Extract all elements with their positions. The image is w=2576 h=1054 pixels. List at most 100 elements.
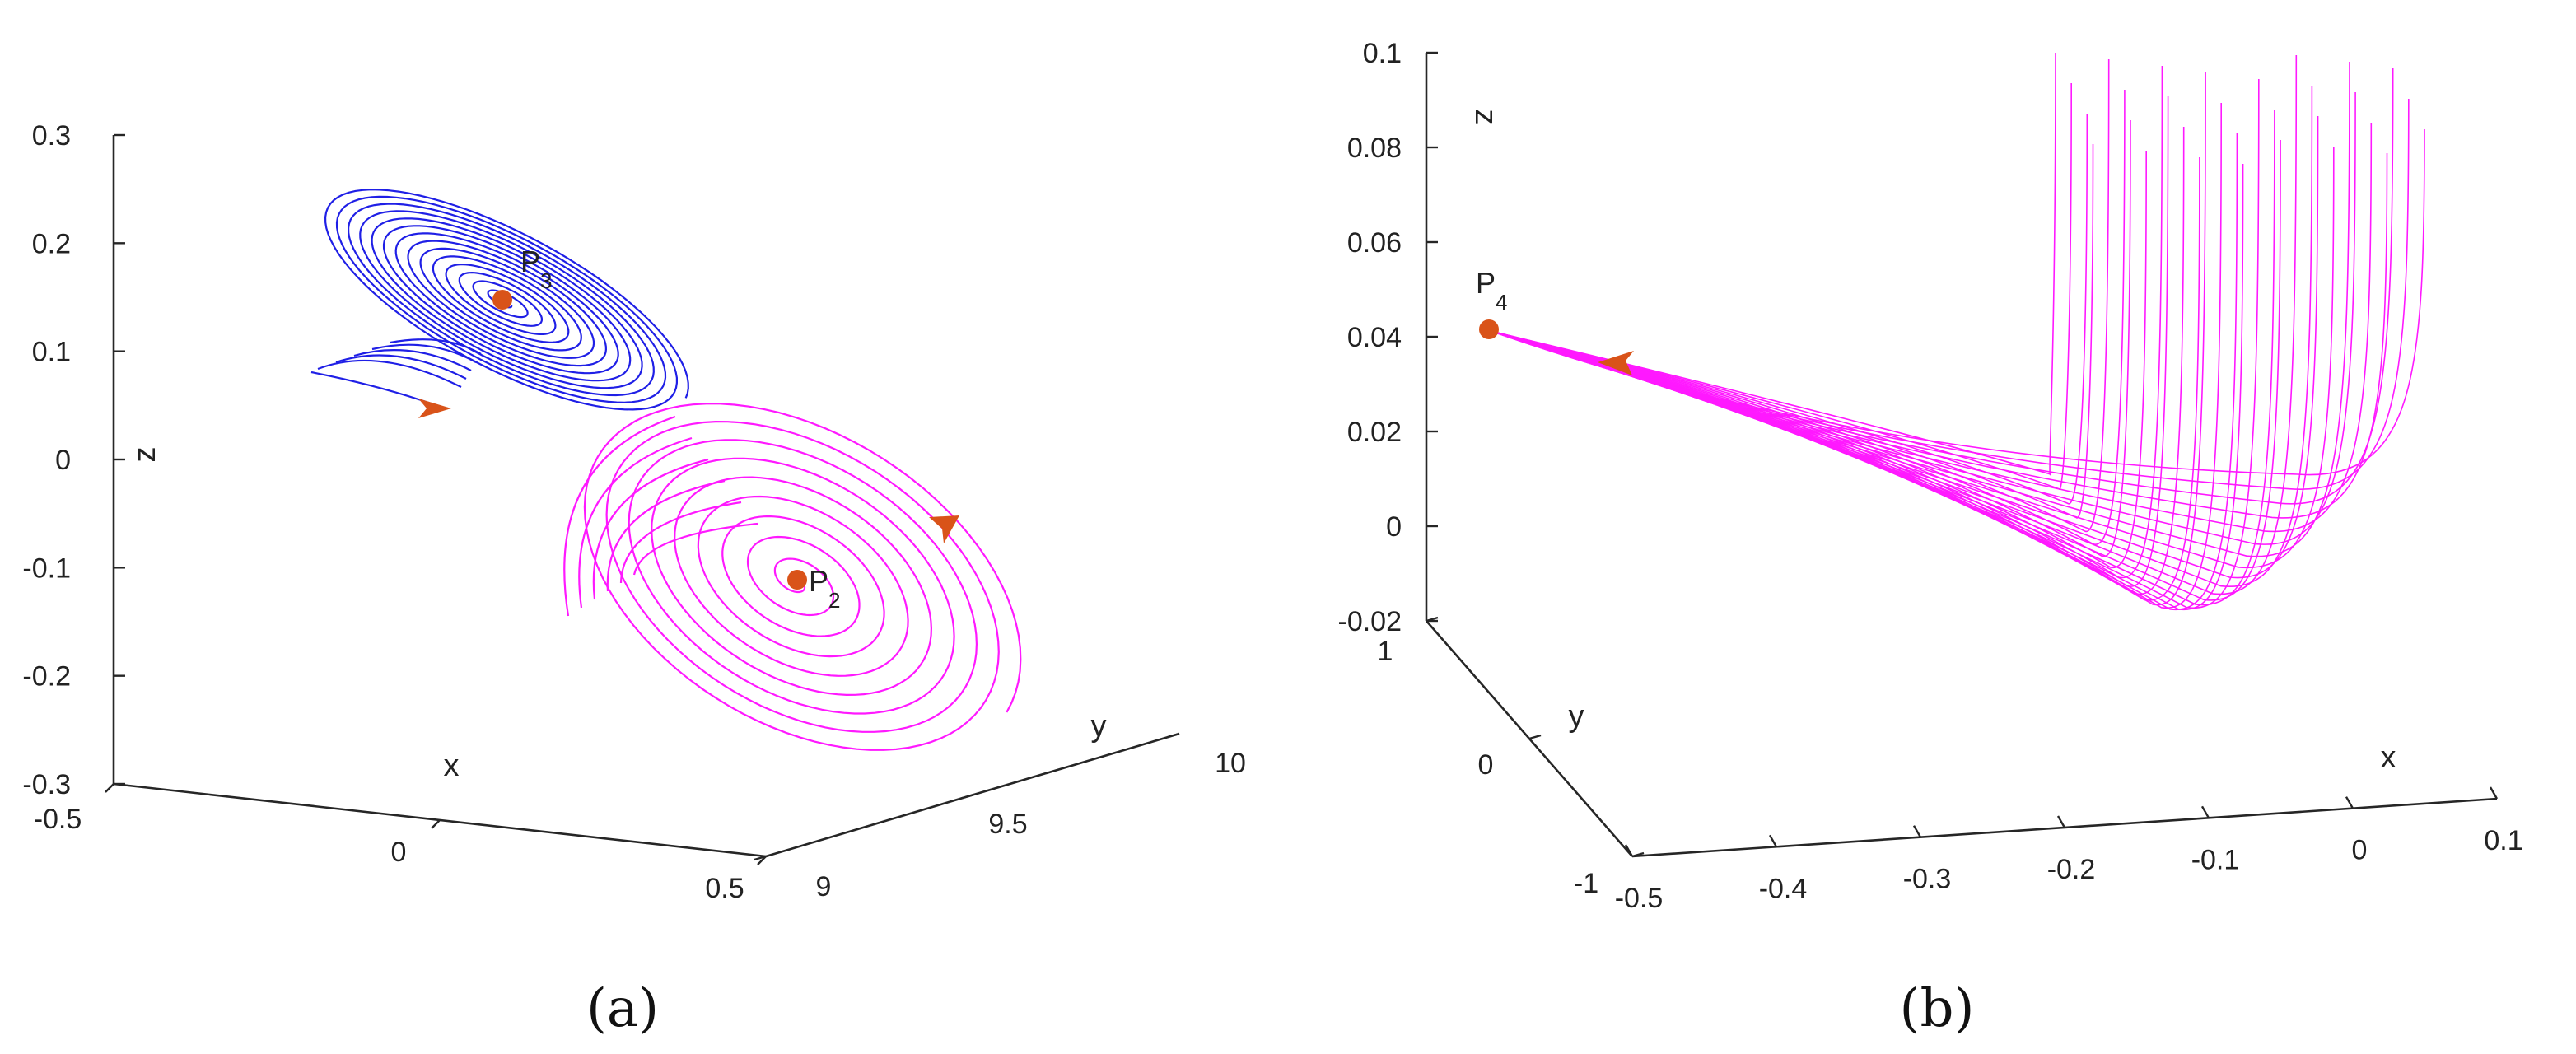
z-tick-label-a: 0.1 [32, 337, 71, 368]
trajectory-line [1490, 122, 2373, 533]
z-tick-label-b: -0.02 [1338, 606, 1402, 637]
x-tick-label-a: 0 [391, 837, 407, 868]
z-tick-label-a: 0 [55, 445, 71, 476]
trajectory-line [1490, 85, 2313, 588]
y-axis-label-a: y [1091, 709, 1107, 744]
point-subscript: 2 [828, 588, 840, 613]
trajectory-tail [353, 349, 472, 371]
x-tick-b [1768, 834, 1778, 847]
trajectory-line [583, 403, 1022, 751]
point-name: P [520, 245, 540, 278]
trajectory-line [1490, 98, 2410, 491]
trajectory-tail [632, 522, 758, 576]
trajectory-tail [335, 354, 467, 380]
x-tick-label-b: 0.1 [2484, 825, 2522, 856]
x-axis-label-a: x [444, 749, 460, 783]
z-tick-label-a: 0.3 [32, 120, 71, 152]
x-tick-a [431, 819, 441, 829]
y-tick-a [1167, 732, 1180, 739]
trajectory-tail [619, 501, 742, 584]
trajectory-line [1490, 91, 2356, 545]
point-marker-p4 [1479, 319, 1499, 339]
magenta-trajectories [1490, 52, 2425, 611]
trajectory-tail [563, 415, 676, 617]
x-ticks-a: -0.5 0 0.5 [34, 783, 767, 904]
blue-spiral [310, 189, 689, 411]
trajectory-line [1490, 78, 2260, 609]
y-tick-label-a: 9 [816, 871, 832, 902]
x-tick-a [105, 783, 114, 793]
x-ticks-b: -0.5 -0.4 -0.3 -0.2 -0.1 0 0.1 [1615, 786, 2523, 914]
point-label-p3: P3 [520, 245, 552, 293]
x-tick-label-b: -0.4 [1759, 873, 1808, 904]
z-tick-label-b: 0.1 [1363, 38, 1402, 69]
point-marker-p3 [492, 290, 512, 310]
y-tick-b [1426, 616, 1439, 623]
y-tick-a [754, 855, 767, 861]
trajectory-line [1490, 72, 2206, 606]
point-subscript: 3 [540, 268, 552, 293]
x-tick-b [2200, 805, 2210, 818]
y-tick-label-b: -1 [1574, 868, 1598, 899]
x-tick-label-b: -0.3 [1903, 864, 1952, 895]
direction-arrow [418, 399, 451, 418]
y-tick-b [1528, 734, 1542, 740]
y-axis-label-b: y [1569, 699, 1584, 734]
trajectory-line [1490, 82, 2072, 491]
trajectory-tail [317, 359, 462, 388]
trajectory-line [1490, 89, 2126, 545]
magenta-spiral [563, 403, 1022, 751]
trajectory-line [1490, 128, 2425, 476]
y-tick-label-a: 9.5 [988, 809, 1027, 840]
y-tick-b [1631, 851, 1645, 858]
z-tick-label-a: 0.2 [32, 228, 71, 259]
y-tick-label-b: 0 [1478, 749, 1494, 781]
x-tick-label-b: -0.2 [2047, 854, 2096, 885]
trajectory-line [1490, 52, 2056, 476]
point-label-p4: P4 [1476, 266, 1507, 315]
z-tick-label-a: -0.1 [22, 553, 71, 584]
y-tick-label-b: 1 [1378, 636, 1393, 667]
trajectory-line [1490, 119, 2131, 557]
x-tick-label-b: 0 [2352, 835, 2368, 866]
z-axis-label-b: z [1468, 110, 1503, 125]
z-ticks-b: 0.1 0.08 0.06 0.04 0.02 0 -0.02 [1338, 38, 1438, 637]
z-tick-label-b: 0.06 [1347, 227, 1402, 259]
trajectory-line [1490, 143, 2094, 519]
x-tick-label-a: 0.5 [705, 873, 744, 904]
point-subscript: 4 [1496, 290, 1507, 315]
caption-a: (a) [586, 978, 659, 1039]
point-name: P [809, 564, 828, 598]
z-tick-label-b: 0.08 [1347, 133, 1402, 164]
y-tick-label-a: 10 [1215, 748, 1246, 779]
panel-b: 0.10.080.060.040.020-0.02 10-1 -0.5 -0.4-… [1338, 38, 2523, 1039]
trajectory-line [1490, 102, 2222, 609]
panel-a: 0.3 0.2 0.1 0 -0.1 -0.2 -0.3 -0.5 0 0.5 9 9.5 10 x… [22, 120, 1246, 1039]
trajectory-tail [390, 338, 482, 355]
point-marker-p2 [787, 570, 807, 590]
z-tick-label-a: -0.2 [22, 661, 71, 693]
y-ticks-a: 9 9.5 10 [754, 732, 1246, 902]
point-label-p2: P2 [809, 564, 840, 613]
y-tick-a [960, 794, 973, 800]
trajectory-tail [578, 436, 693, 609]
x-axis-label-b: x [2381, 740, 2396, 775]
z-tick-label-b: 0 [1386, 511, 1402, 543]
direction-arrow [1598, 351, 1634, 375]
x-tick-b [2489, 786, 2499, 800]
direction-arrow [929, 515, 959, 543]
z-ticks-a: 0.3 0.2 0.1 0 -0.1 -0.2 -0.3 [22, 120, 125, 800]
y-ticks-b: 1 0 -1 [1378, 616, 1645, 899]
x-tick-label-b: -0.5 [1615, 883, 1664, 914]
x-tick-label-b: -0.1 [2191, 844, 2240, 875]
x-tick-label-a: -0.5 [34, 804, 82, 835]
point-name: P [1476, 266, 1496, 300]
trajectory-line [1490, 109, 2275, 606]
x-tick-b [1624, 844, 1634, 857]
trajectory-line [1490, 68, 2394, 505]
x-tick-b [2056, 815, 2066, 828]
trajectory-line [1490, 152, 2388, 519]
trajectory-tail [606, 479, 726, 592]
trajectory-line [1490, 58, 2110, 533]
